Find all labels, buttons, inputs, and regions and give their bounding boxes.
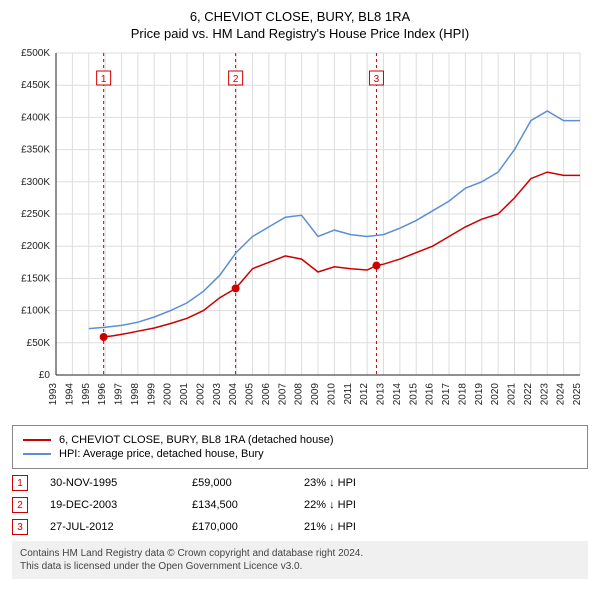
- svg-text:2010: 2010: [326, 383, 337, 406]
- svg-text:2014: 2014: [392, 383, 403, 406]
- svg-text:2007: 2007: [277, 383, 288, 406]
- svg-text:2023: 2023: [539, 383, 550, 406]
- svg-text:1: 1: [101, 74, 107, 85]
- sale-row: 2 19-DEC-2003 £134,500 22% ↓ HPI: [12, 497, 588, 513]
- svg-text:2022: 2022: [523, 383, 534, 406]
- sale-row: 3 27-JUL-2012 £170,000 21% ↓ HPI: [12, 519, 588, 535]
- svg-text:2018: 2018: [457, 383, 468, 406]
- svg-text:2016: 2016: [425, 383, 436, 406]
- svg-text:2004: 2004: [228, 383, 239, 406]
- svg-text:2: 2: [233, 74, 239, 85]
- page-container: 6, CHEVIOT CLOSE, BURY, BL8 1RA Price pa…: [0, 0, 600, 591]
- svg-text:£300K: £300K: [21, 177, 50, 188]
- svg-text:2006: 2006: [261, 383, 272, 406]
- svg-text:2008: 2008: [294, 383, 305, 406]
- sale-price: £59,000: [192, 477, 282, 489]
- svg-text:2005: 2005: [245, 383, 256, 406]
- svg-text:£400K: £400K: [21, 113, 50, 124]
- footnote-line2: This data is licensed under the Open Gov…: [20, 560, 580, 573]
- svg-text:2020: 2020: [490, 383, 501, 406]
- svg-text:2024: 2024: [556, 383, 567, 406]
- legend-item: 6, CHEVIOT CLOSE, BURY, BL8 1RA (detache…: [23, 434, 577, 446]
- footnote: Contains HM Land Registry data © Crown c…: [12, 541, 588, 579]
- svg-text:2015: 2015: [408, 383, 419, 406]
- sale-date: 27-JUL-2012: [50, 521, 170, 533]
- svg-text:£450K: £450K: [21, 80, 50, 91]
- svg-text:1995: 1995: [81, 383, 92, 406]
- svg-text:1996: 1996: [97, 383, 108, 406]
- svg-text:£200K: £200K: [21, 241, 50, 252]
- svg-text:2002: 2002: [195, 383, 206, 406]
- svg-text:2009: 2009: [310, 383, 321, 406]
- sale-price: £134,500: [192, 499, 282, 511]
- svg-text:1993: 1993: [48, 383, 59, 406]
- sales-table: 1 30-NOV-1995 £59,000 23% ↓ HPI 2 19-DEC-2003…: [12, 475, 588, 535]
- svg-text:2000: 2000: [163, 383, 174, 406]
- svg-text:£50K: £50K: [27, 338, 51, 349]
- svg-text:2011: 2011: [343, 383, 354, 405]
- svg-text:£150K: £150K: [21, 274, 50, 285]
- svg-text:£100K: £100K: [21, 306, 50, 317]
- chart-svg: £0 £50K £100K £150K £200K £250K £300K £350K £400…: [12, 47, 588, 417]
- legend-item: HPI: Average price, detached house, Bury: [23, 448, 577, 460]
- footnote-line1: Contains HM Land Registry data © Crown c…: [20, 547, 580, 560]
- sale-price: £170,000: [192, 521, 282, 533]
- svg-text:3: 3: [374, 74, 380, 85]
- sale-row: 1 30-NOV-1995 £59,000 23% ↓ HPI: [12, 475, 588, 491]
- sale-date: 30-NOV-1995: [50, 477, 170, 489]
- sale-badge: 2: [12, 497, 28, 513]
- sale-badge: 1: [12, 475, 28, 491]
- price-chart: £0 £50K £100K £150K £200K £250K £300K £350K £400…: [12, 47, 588, 417]
- legend-label: 6, CHEVIOT CLOSE, BURY, BL8 1RA (detache…: [59, 434, 334, 446]
- chart-title-line2: Price paid vs. HM Land Registry's House …: [12, 26, 588, 41]
- svg-text:£0: £0: [39, 370, 51, 381]
- svg-text:2012: 2012: [359, 383, 370, 406]
- svg-text:1997: 1997: [114, 383, 125, 406]
- svg-text:2003: 2003: [212, 383, 223, 406]
- svg-text:2019: 2019: [474, 383, 485, 406]
- sale-date: 19-DEC-2003: [50, 499, 170, 511]
- sale-delta: 21% ↓ HPI: [304, 521, 404, 533]
- svg-text:1998: 1998: [130, 383, 141, 406]
- legend: 6, CHEVIOT CLOSE, BURY, BL8 1RA (detache…: [12, 425, 588, 469]
- sale-delta: 22% ↓ HPI: [304, 499, 404, 511]
- svg-text:£500K: £500K: [21, 48, 50, 59]
- svg-text:£350K: £350K: [21, 145, 50, 156]
- legend-swatch: [23, 439, 51, 441]
- sale-badge: 3: [12, 519, 28, 535]
- legend-label: HPI: Average price, detached house, Bury: [59, 448, 264, 460]
- svg-text:£250K: £250K: [21, 209, 50, 220]
- svg-text:1994: 1994: [64, 383, 75, 406]
- svg-text:2001: 2001: [179, 383, 190, 406]
- svg-text:2025: 2025: [572, 383, 583, 406]
- svg-text:2013: 2013: [376, 383, 387, 406]
- legend-swatch: [23, 453, 51, 455]
- svg-text:2017: 2017: [441, 383, 452, 406]
- chart-title-line1: 6, CHEVIOT CLOSE, BURY, BL8 1RA: [12, 8, 588, 26]
- svg-text:1999: 1999: [146, 383, 157, 406]
- sale-delta: 23% ↓ HPI: [304, 477, 404, 489]
- svg-text:2021: 2021: [507, 383, 518, 406]
